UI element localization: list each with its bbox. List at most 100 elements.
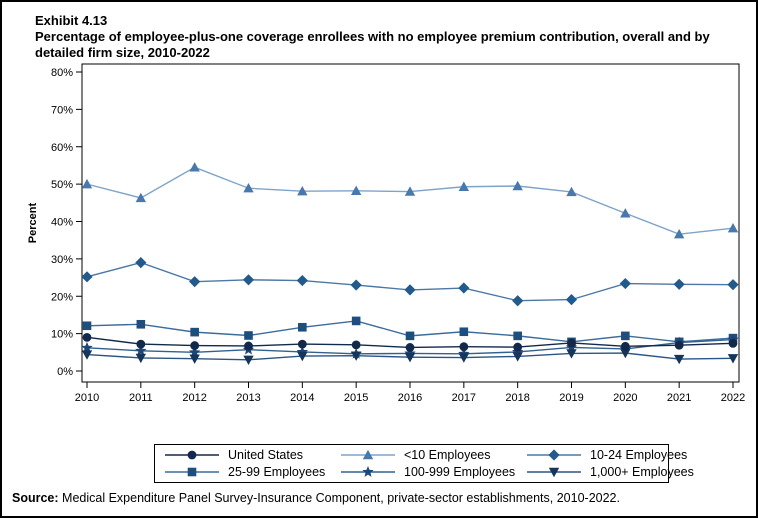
series-marker-10-employees	[243, 183, 254, 193]
series-marker-1-000-employees	[673, 354, 685, 365]
series-marker-10-24-employees	[565, 294, 578, 306]
series-marker-10-employees	[512, 180, 523, 191]
series-marker-10-employees	[727, 223, 739, 233]
x-axis-tick-label: 2018	[505, 392, 529, 404]
series-marker-1-000-employees	[404, 352, 416, 363]
series-marker-10-24-employees	[81, 271, 93, 283]
series-marker-united-states	[567, 338, 576, 348]
y-axis-tick-label: 40%	[51, 217, 73, 229]
x-axis-tick-label: 2012	[182, 392, 206, 404]
y-axis-tick-label: 30%	[51, 254, 73, 266]
series-marker-100-999-employees	[81, 341, 93, 353]
legend-item-1000plus-employees: 1,000+ Employees	[527, 464, 694, 480]
y-axis-tick-label: 80%	[51, 67, 73, 79]
series-marker-25-99-employees	[82, 321, 92, 331]
series-marker-10-24-employees	[189, 276, 201, 288]
legend-label: <10 Employees	[404, 448, 491, 462]
series-marker-10-24-employees	[727, 279, 739, 291]
legend-triangle-down-glyph	[548, 467, 560, 478]
x-axis-tick-label: 2022	[721, 392, 745, 404]
chart-legend: United States <10 Employees 10-24 Employ…	[154, 444, 694, 483]
series-marker-united-states	[674, 340, 684, 350]
series-marker-10-employees	[297, 186, 308, 196]
series-marker-10-employees	[350, 185, 362, 196]
y-axis-tick-label: 60%	[51, 142, 73, 154]
legend-triangle-up-glyph	[362, 449, 374, 460]
series-marker-25-99-employees	[621, 331, 630, 341]
legend-label: 10-24 Employees	[590, 448, 688, 462]
x-axis-tick-label: 2017	[452, 392, 476, 404]
series-marker-10-24-employees	[350, 279, 362, 291]
series-marker-1-000-employees	[620, 348, 631, 359]
series-marker-25-99-employees	[405, 331, 415, 341]
title-block: Exhibit 4.13 Percentage of employee-plus…	[35, 13, 741, 61]
legend-item-100-999-employees: 100-999 Employees	[341, 464, 527, 480]
series-marker-25-99-employees	[244, 331, 253, 340]
series-marker-10-employees	[620, 208, 631, 218]
legend-marker-square-icon	[165, 467, 219, 477]
series-marker-united-states	[513, 342, 523, 352]
series-marker-100-999-employees	[296, 345, 309, 357]
series-marker-10-24-employees	[242, 274, 255, 286]
series-marker-25-99-employees	[459, 327, 469, 337]
series-marker-united-states	[82, 332, 92, 342]
legend-marker-circle-icon	[165, 450, 219, 460]
chart-plot-area: 0% 10% 20% 30% 40% 50% 60% 70% 80% 2010 2011 2012 20…	[27, 63, 745, 404]
series-marker-100-999-employees	[404, 347, 416, 359]
series-line-10-employees	[86, 166, 734, 235]
series-marker-1-000-employees	[566, 349, 577, 359]
series-marker-100-999-employees	[135, 344, 147, 356]
x-axis-tick-label: 2021	[667, 392, 691, 404]
series-marker-10-24-employees	[404, 284, 416, 296]
x-axis-tick-label: 2016	[398, 392, 422, 404]
legend-item-united-states: United States	[165, 447, 341, 463]
legend-item-25-99-employees: 25-99 Employees	[165, 464, 341, 480]
series-marker-100-999-employees	[458, 347, 470, 359]
series-marker-10-employees	[135, 192, 147, 203]
series-marker-1-000-employees	[512, 352, 523, 362]
series-marker-10-24-employees	[619, 277, 631, 290]
series-marker-united-states	[728, 338, 738, 348]
legend-marker-star-icon	[341, 466, 395, 477]
x-axis-tick-label: 2019	[559, 392, 583, 404]
series-marker-25-99-employees	[136, 319, 146, 329]
series-marker-10-employees	[566, 186, 577, 197]
series-marker-1-000-employees	[189, 354, 200, 364]
legend-label: 100-999 Employees	[404, 465, 516, 479]
source-text: Medical Expenditure Panel Survey-Insuran…	[62, 491, 620, 505]
series-marker-25-99-employees	[351, 316, 361, 326]
line-chart: 0% 10% 20% 30% 40% 50% 60% 70% 80% 2010 2011 2012 20…	[2, 60, 756, 412]
series-marker-united-states	[136, 339, 146, 349]
series-marker-25-99-employees	[190, 327, 199, 337]
legend-marker-diamond-icon	[527, 449, 581, 461]
series-marker-united-states	[244, 341, 253, 351]
x-axis-tick-label: 2014	[290, 392, 314, 404]
x-axis-tick-label: 2011	[129, 392, 153, 404]
series-marker-10-24-employees	[673, 278, 685, 290]
source-text-body: Medical Expenditure Panel Survey-Insuran…	[62, 491, 620, 505]
legend-square-glyph	[187, 467, 197, 477]
x-axis-tick-label: 2015	[344, 392, 368, 404]
chart-title: Percentage of employee-plus-one coverage…	[35, 29, 710, 60]
series-marker-25-99-employees	[298, 322, 307, 332]
series-marker-10-employees	[189, 162, 200, 172]
series-marker-1-000-employees	[350, 351, 362, 361]
series-marker-10-employees	[81, 178, 93, 189]
y-axis-tick-label: 50%	[51, 179, 73, 191]
legend-diamond-glyph	[548, 449, 560, 461]
series-marker-united-states	[297, 339, 307, 349]
series-marker-united-states	[459, 342, 469, 352]
series-marker-10-employees	[673, 229, 685, 239]
legend-marker-triangle-down-icon	[527, 467, 581, 478]
legend-label: 25-99 Employees	[228, 465, 326, 479]
legend-item-10-24-employees: 10-24 Employees	[527, 447, 694, 463]
series-marker-1-000-employees	[297, 351, 308, 362]
series-marker-1-000-employees	[458, 353, 470, 363]
series-marker-10-employees	[404, 186, 416, 196]
legend-label: 1,000+ Employees	[590, 465, 694, 479]
series-marker-1-000-employees	[135, 353, 147, 364]
legend-star-glyph	[362, 466, 374, 477]
y-axis-tick-label: 0%	[57, 366, 73, 378]
legend-item-lt10-employees: <10 Employees	[341, 447, 527, 463]
